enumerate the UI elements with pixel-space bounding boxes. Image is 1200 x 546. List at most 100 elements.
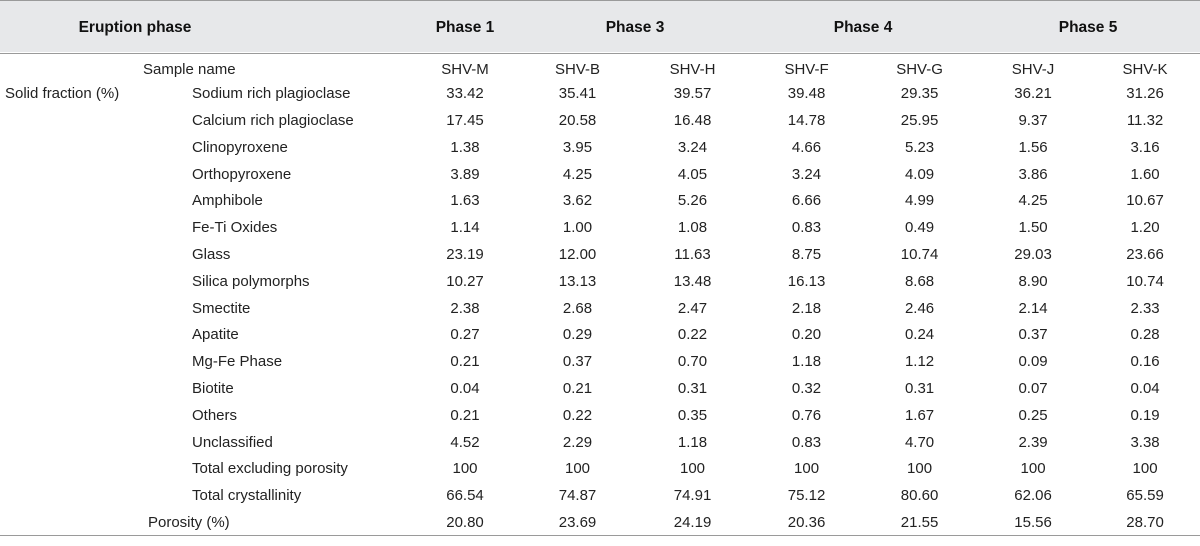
table-cell: 1.18 — [791, 353, 822, 371]
table-cell: 62.06 — [1014, 487, 1052, 505]
group-label — [0, 295, 140, 322]
table-cell: 4.25 — [1018, 192, 1048, 210]
table-cell: 0.70 — [677, 353, 708, 371]
sample-name-cell: SHV-H — [669, 60, 716, 78]
table-cell: 5.23 — [904, 138, 935, 156]
table-cell: 39.48 — [787, 85, 826, 103]
table-cell: 2.38 — [450, 299, 480, 317]
row-label: Total crystallinity — [192, 487, 302, 505]
group-label — [0, 482, 140, 509]
row-label: Apatite — [192, 326, 239, 344]
row-label: Sodium rich plagioclase — [192, 85, 351, 103]
phase3-header: Phase 3 — [605, 18, 665, 36]
table-cell: 1.67 — [904, 406, 935, 424]
group-label — [0, 375, 140, 402]
table-cell: 74.87 — [558, 487, 597, 505]
table-row: Silica polymorphs 10.27 13.13 13.48 16.13 8.6… — [0, 268, 1200, 295]
group-label — [0, 348, 140, 375]
table-cell: 0.27 — [450, 326, 480, 344]
table-cell: 0.21 — [562, 379, 593, 397]
sample-name-cell: SHV-G — [896, 60, 943, 78]
table-cell: 36.21 — [1014, 85, 1052, 103]
table-cell: 0.37 — [1018, 326, 1048, 344]
row-label: Amphibole — [192, 192, 263, 210]
table-cell: 0.19 — [1130, 406, 1160, 424]
eruption-phase-header: Eruption phase — [78, 18, 192, 36]
phase5-header: Phase 5 — [1058, 18, 1118, 36]
table-cell: 1.12 — [904, 353, 935, 371]
table-cell: 33.42 — [446, 85, 484, 103]
table-row: Unclassified 4.52 2.29 1.18 0.83 4.70 2.39 3.38 — [0, 429, 1200, 456]
table-cell: 1.14 — [450, 219, 480, 237]
row-label: Others — [192, 406, 238, 424]
row-label: Biotite — [192, 379, 234, 397]
table-cell: 0.04 — [1130, 379, 1160, 397]
table-cell: 0.09 — [1018, 353, 1048, 371]
table-row: Others 0.21 0.22 0.35 0.76 1.67 0.25 0.19 — [0, 402, 1200, 429]
table-cell: 31.26 — [1126, 85, 1164, 103]
group-label — [0, 241, 140, 268]
table-cell: 65.59 — [1126, 487, 1164, 505]
table-cell: 0.21 — [450, 406, 480, 424]
table-cell: 80.60 — [900, 487, 939, 505]
table-cell: 2.46 — [904, 299, 935, 317]
table-cell: 1.00 — [562, 219, 593, 237]
table-cell: 66.54 — [446, 487, 484, 505]
table-cell: 1.38 — [450, 138, 480, 156]
table-cell: 17.45 — [446, 111, 484, 129]
group-label — [0, 107, 140, 134]
porosity-cell: 20.36 — [787, 513, 826, 531]
group-label: Solid fraction (%) — [5, 85, 120, 103]
row-label: Smectite — [192, 299, 251, 317]
table-cell: 100 — [794, 460, 820, 478]
table-cell: 11.32 — [1126, 111, 1164, 129]
table-cell: 1.63 — [450, 192, 480, 210]
table-cell: 35.41 — [558, 85, 597, 103]
porosity-cell: 24.19 — [673, 513, 712, 531]
porosity-cell: 28.70 — [1126, 513, 1164, 531]
porosity-cell: 20.80 — [446, 513, 484, 531]
row-label: Orthopyroxene — [192, 165, 292, 183]
table-cell: 100 — [907, 460, 933, 478]
table-row: Fe-Ti Oxides 1.14 1.00 1.08 0.83 0.49 1.50 1.20 — [0, 214, 1200, 241]
table-cell: 0.04 — [450, 379, 480, 397]
group-label — [0, 187, 140, 214]
table-cell: 100 — [1132, 460, 1158, 478]
sample-name-cell: SHV-M — [441, 60, 489, 78]
table-row: Biotite 0.04 0.21 0.31 0.32 0.31 0.07 0.04 — [0, 375, 1200, 402]
row-label: Calcium rich plagioclase — [192, 111, 354, 129]
sample-name-cell: SHV-B — [555, 60, 601, 78]
table-cell: 0.20 — [791, 326, 822, 344]
table-cell: 2.18 — [791, 299, 822, 317]
group-label — [0, 429, 140, 456]
table-cell: 1.20 — [1130, 219, 1160, 237]
table-cell: 0.76 — [791, 406, 822, 424]
table-cell: 14.78 — [787, 111, 826, 129]
table-row: Smectite 2.38 2.68 2.47 2.18 2.46 2.14 2.33 — [0, 295, 1200, 322]
porosity-cell: 21.55 — [900, 513, 939, 531]
row-label: Mg-Fe Phase — [192, 353, 283, 371]
table-cell: 0.32 — [791, 379, 822, 397]
table-cell: 0.35 — [677, 406, 708, 424]
table-cell: 0.24 — [904, 326, 935, 344]
table-cell: 8.68 — [904, 272, 935, 290]
table-cell: 2.29 — [562, 433, 593, 451]
row-label: Unclassified — [192, 433, 273, 451]
table-row: Solid fraction (%) Sodium rich plagioclas… — [0, 80, 1200, 107]
table-cell: 100 — [452, 460, 478, 478]
porosity-cell: 15.56 — [1014, 513, 1052, 531]
table-cell: 10.27 — [446, 272, 484, 290]
table-cell: 13.13 — [558, 272, 597, 290]
table-cell: 4.66 — [791, 138, 822, 156]
table-cell: 74.91 — [673, 487, 712, 505]
table-cell: 0.31 — [677, 379, 708, 397]
table-cell: 0.83 — [791, 219, 822, 237]
sample-name-cell: SHV-F — [784, 60, 829, 78]
table-cell: 0.22 — [677, 326, 708, 344]
table-cell: 2.47 — [677, 299, 708, 317]
table-row: Amphibole 1.63 3.62 5.26 6.66 4.99 4.25 10.67 — [0, 187, 1200, 214]
table-cell: 16.48 — [673, 111, 712, 129]
table-row: Total excluding porosity 100 100 100 100 100 1… — [0, 455, 1200, 482]
